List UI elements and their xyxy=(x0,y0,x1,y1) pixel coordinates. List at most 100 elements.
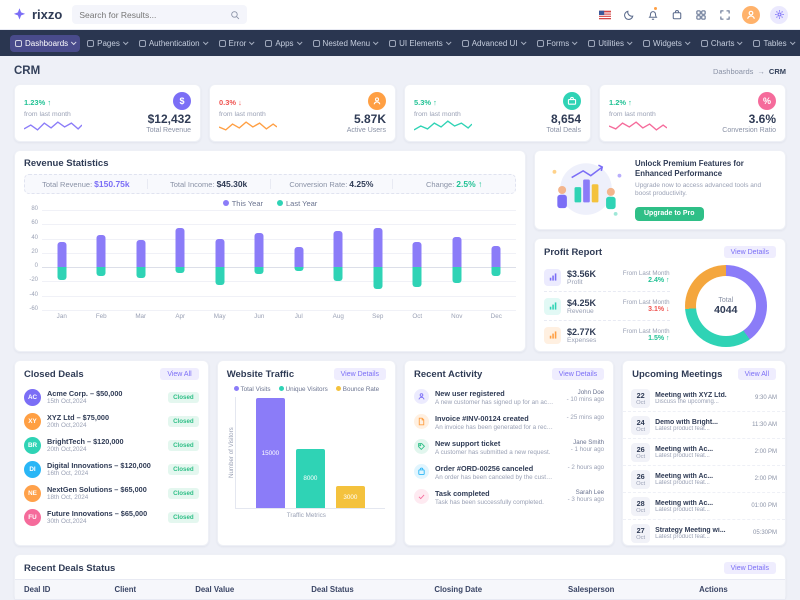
profit-percent: 1.5% ↑ xyxy=(648,335,670,342)
list-item[interactable]: Invoice #INV-00124 created An invoice has… xyxy=(405,410,613,435)
view-all-button[interactable]: View All xyxy=(737,368,776,380)
list-item[interactable]: AC Acme Corp. – $50,000 15th Oct,2024 Close… xyxy=(15,385,208,409)
nav-item-utilities[interactable]: Utilities xyxy=(583,35,636,52)
date-badge: 24 Oct xyxy=(631,415,651,435)
trend-value: 5.3% ↑ xyxy=(414,98,437,107)
recent-deals-status-card: Recent Deals Status View Details Deal ID… xyxy=(14,554,786,600)
list-item[interactable]: New support ticket A customer has submitt… xyxy=(405,435,613,460)
nav-item-pages[interactable]: Pages xyxy=(82,35,132,52)
chevron-down-icon xyxy=(373,39,379,46)
breadcrumb-root[interactable]: Dashboards xyxy=(712,66,754,76)
stat-label: Total Revenue xyxy=(146,127,191,134)
settings-gear-icon[interactable] xyxy=(770,5,788,24)
column-header[interactable]: Salesperson xyxy=(559,579,691,600)
nav-item-widgets[interactable]: Widgets xyxy=(638,35,694,52)
nav-item-nested-menu[interactable]: Nested Menu xyxy=(308,35,383,52)
revenue-summary: Total Revenue: $150.75k Total Income: $45.… xyxy=(24,174,516,194)
view-details-button[interactable]: View Details xyxy=(723,246,776,258)
card-title: Profit Report xyxy=(544,246,603,258)
summary-value: 4.25% xyxy=(349,179,374,189)
view-all-button[interactable]: View All xyxy=(160,368,199,380)
list-item[interactable]: 24 Oct Demo with Bright... Latest product f… xyxy=(623,412,785,439)
column-header[interactable]: Actions xyxy=(690,579,785,600)
nav-item-authentication[interactable]: Authentication xyxy=(134,35,212,52)
nav-label: Nested Menu xyxy=(322,38,371,48)
summary-label: Change: xyxy=(425,180,455,189)
percent-icon: % xyxy=(758,92,776,110)
view-details-button[interactable]: View Details xyxy=(551,368,605,380)
charts-icon xyxy=(700,39,708,47)
list-item[interactable]: 26 Oct Meeting with Ac... Latest product fe… xyxy=(623,439,785,466)
x-axis-label: Jun xyxy=(254,313,265,320)
nav-item-advanced-ui[interactable]: Advanced UI xyxy=(457,35,530,52)
language-flag-icon[interactable] xyxy=(598,8,612,22)
profit-percent: 2.4% ↑ xyxy=(648,277,670,284)
column-header[interactable]: Client xyxy=(105,579,187,600)
column-header[interactable]: Deal ID xyxy=(15,579,106,600)
logo[interactable]: rixzo xyxy=(12,7,62,22)
promo-illustration xyxy=(552,163,622,216)
legend-label[interactable]: Last Year xyxy=(286,199,318,208)
gridline xyxy=(42,238,516,240)
avatar: BR xyxy=(24,436,41,454)
card-title: Closed Deals xyxy=(24,368,84,380)
search-icon[interactable] xyxy=(230,10,240,20)
list-item[interactable]: 22 Oct Meeting with XYZ Ltd. Discuss the up… xyxy=(623,385,785,412)
this-year-bar xyxy=(57,242,67,268)
apps-grid-icon[interactable] xyxy=(694,8,708,22)
legend-label[interactable]: Bounce Rate xyxy=(342,386,380,393)
view-details-button[interactable]: View Details xyxy=(723,562,776,574)
user-avatar[interactable] xyxy=(742,5,760,24)
list-item[interactable]: FU Future Innovations – $65,000 30th Oct,2… xyxy=(15,505,208,529)
nav-label: Tables xyxy=(763,38,787,48)
bar-chart-icon xyxy=(544,326,561,344)
list-item[interactable]: 28 Oct Meeting with Ac... Latest product fe… xyxy=(623,493,785,520)
profit-note: From Last Month xyxy=(622,299,670,306)
legend-label[interactable]: Unique Visitors xyxy=(285,386,328,393)
notifications-bell-icon[interactable] xyxy=(646,5,660,22)
nav-item-forms[interactable]: Forms xyxy=(532,35,582,52)
fullscreen-icon[interactable] xyxy=(718,8,732,22)
nav-item-tables[interactable]: Tables xyxy=(748,35,798,52)
list-item[interactable]: NE NextGen Solutions – $65,000 18th Oct, 2… xyxy=(15,481,208,505)
upgrade-to-pro-button[interactable]: Upgrade to Pro xyxy=(635,206,704,221)
dark-mode-moon-icon[interactable] xyxy=(622,8,636,22)
legend-label[interactable]: Total Visits xyxy=(240,386,271,393)
profit-percent: 3.1% ↓ xyxy=(648,306,670,313)
view-details-button[interactable]: View Details xyxy=(333,368,386,380)
list-item[interactable]: DI Digital Innovations – $120,000 16th Oct… xyxy=(15,457,208,481)
summary-value: 2.5% ↑ xyxy=(456,179,483,189)
stat-label: Active Users xyxy=(346,127,386,134)
column-header[interactable]: Deal Value xyxy=(186,579,303,600)
list-item[interactable]: New user registered A new customer has si… xyxy=(405,385,613,410)
nav-item-apps[interactable]: Apps xyxy=(260,35,305,52)
stat-value: 5.87K xyxy=(353,111,386,126)
invoice-icon xyxy=(414,414,429,429)
list-item[interactable]: 27 Oct Strategy Meeting wi... Latest produc… xyxy=(623,520,785,545)
traffic-bar-chart: Number of Visitors 15000 8000 3000 xyxy=(228,397,385,509)
gridline xyxy=(42,310,516,311)
last-year-bar xyxy=(57,267,67,280)
stat-card-total-deals: 5.3% ↑ from last month 8,654 Total Deals xyxy=(404,84,591,142)
nav-label: Advanced UI xyxy=(471,38,518,48)
nav-item-dashboards[interactable]: Dashboards xyxy=(10,34,81,52)
nav-item-error[interactable]: Error xyxy=(214,35,259,52)
list-item[interactable]: 26 Oct Meeting with Ac... Latest product fe… xyxy=(623,466,785,493)
list-item[interactable]: XY XYZ Ltd – $75,000 20th Oct,2024 Closed xyxy=(15,409,208,433)
profit-row-profit: $3.56K Profit From Last Month 2.4% ↑ xyxy=(544,263,670,292)
nav-item-charts[interactable]: Charts xyxy=(696,35,747,52)
bar-column xyxy=(121,210,161,310)
search-input[interactable] xyxy=(79,9,226,20)
users-icon xyxy=(368,92,386,110)
stat-label: Total Deals xyxy=(546,127,581,134)
users-sparkline xyxy=(219,121,277,131)
list-item[interactable]: Task completed Task has been successfully… xyxy=(405,485,613,510)
legend-label[interactable]: This Year xyxy=(231,199,263,208)
cart-icon[interactable] xyxy=(670,8,684,22)
nav-item-ui-elements[interactable]: UI Elements xyxy=(384,35,455,52)
list-item[interactable]: Order #ORD-00256 canceled An order has be… xyxy=(405,460,613,485)
column-header[interactable]: Closing Date xyxy=(425,579,560,600)
column-header[interactable]: Deal Status xyxy=(302,579,426,600)
pages-icon xyxy=(87,39,95,47)
list-item[interactable]: BR BrightTech – $120,000 20th Oct,2024 Clos… xyxy=(15,433,208,457)
